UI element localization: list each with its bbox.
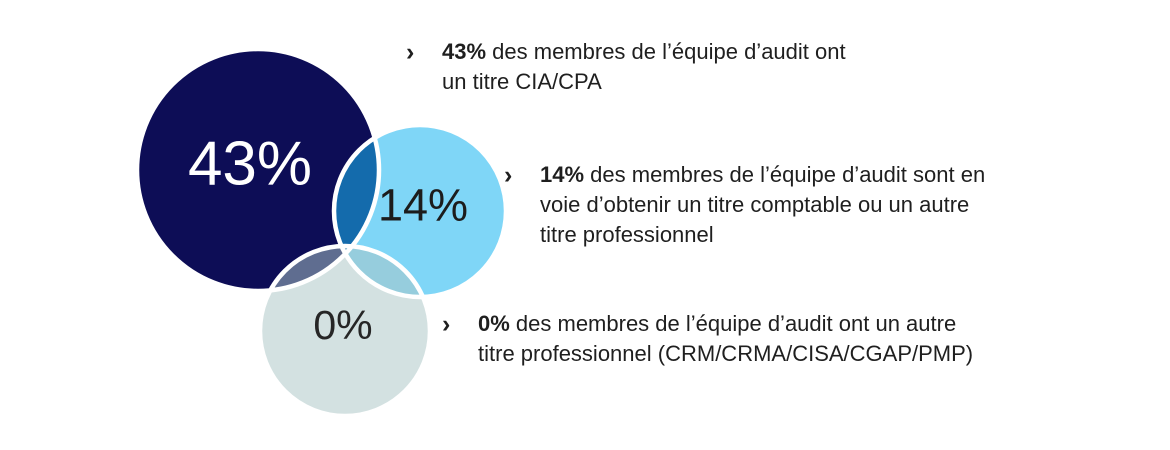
bullet-percentage: 43%	[442, 39, 487, 64]
chevron-bullet-icon: ›	[504, 161, 513, 189]
bullet-percentage: 0%	[478, 311, 510, 336]
bullet-text: 14% des membres de l’équipe d’audit sont…	[540, 160, 985, 250]
bullet-text: 43% des membres de l’équipe d’audit ont …	[442, 37, 846, 97]
bullet-text: 0% des membres de l’équipe d’audit ont u…	[478, 309, 973, 369]
bullet-description: des membres de l’équipe d’audit ont un a…	[478, 311, 974, 366]
bullet-description: des membres de l’équipe d’audit ont un t…	[442, 39, 846, 94]
label-0-percent: 0%	[313, 302, 372, 348]
circle-cia-cpa-ring	[134, 46, 382, 294]
label-14-percent: 14%	[378, 180, 468, 231]
bullet-item-14: › 14% des membres de l’équipe d’audit so…	[504, 160, 1064, 250]
chevron-bullet-icon: ›	[406, 38, 415, 66]
chevron-bullet-icon: ›	[442, 310, 451, 338]
bullet-item-43: › 43% des membres de l’équipe d’audit on…	[406, 37, 926, 97]
bullet-description: des membres de l’équipe d’audit sont en …	[540, 162, 986, 247]
bullet-percentage: 14%	[540, 162, 585, 187]
circle-autre-titre-ring	[257, 243, 433, 419]
label-43-percent: 43%	[188, 130, 312, 199]
circle-titre-en-voie-ring	[331, 122, 509, 300]
bullet-item-0: › 0% des membres de l’équipe d’audit ont…	[442, 309, 1042, 369]
circle-cia-cpa	[137, 49, 379, 291]
